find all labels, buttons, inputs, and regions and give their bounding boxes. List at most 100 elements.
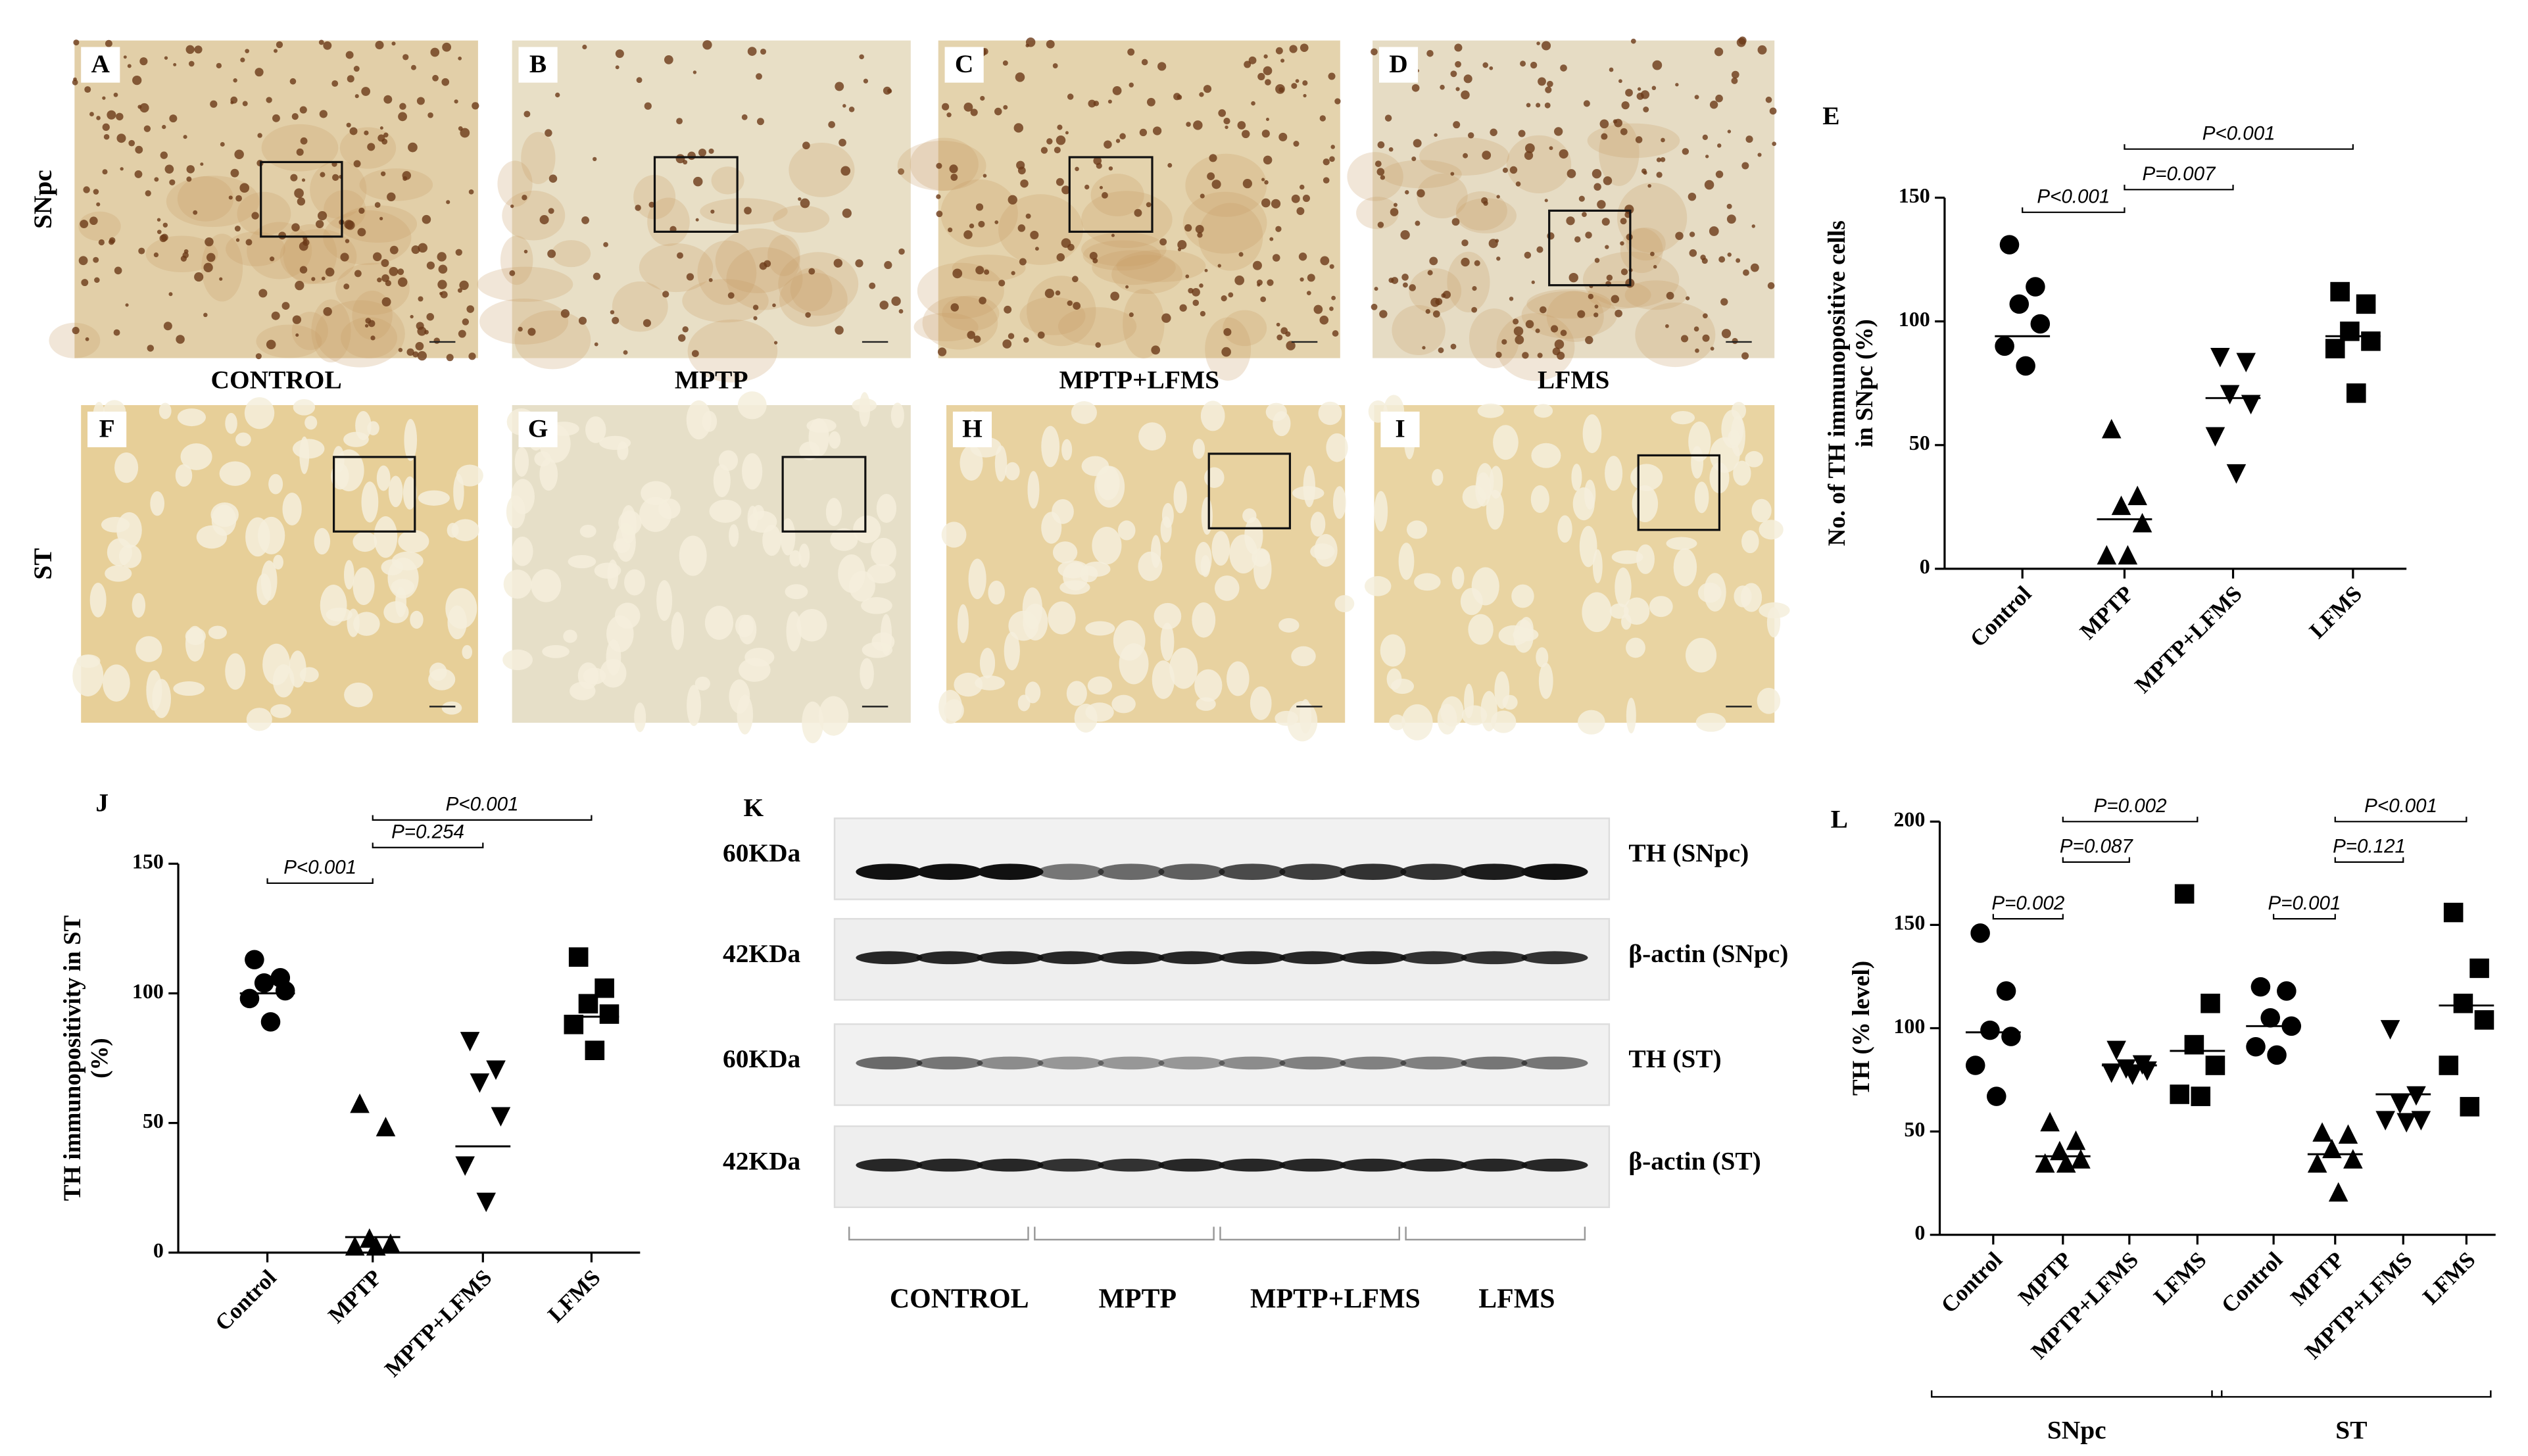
neuron (1438, 347, 1444, 353)
fiber-bundle (299, 436, 310, 474)
neuron (1705, 155, 1709, 158)
fiber-bundle (270, 704, 291, 718)
neuron (518, 326, 523, 332)
neuron (367, 143, 376, 151)
neuron (1115, 139, 1121, 143)
comparison-bracket (2124, 144, 2354, 150)
neuron (1265, 79, 1271, 85)
comparison-bracket (2334, 857, 2404, 863)
data-point (2205, 427, 2225, 447)
fiber-bundle (785, 584, 808, 600)
neuron (1056, 253, 1065, 262)
neuron (898, 308, 904, 314)
neuron (1680, 335, 1689, 343)
stain-region (726, 247, 803, 310)
fiber-bundle (1192, 439, 1205, 459)
neuron (683, 160, 688, 165)
neuron (1380, 175, 1386, 180)
neuron (1056, 178, 1064, 186)
neuron (548, 174, 558, 183)
neuron (1702, 134, 1708, 140)
neuron (1263, 54, 1268, 59)
neuron (1537, 352, 1543, 358)
neuron (299, 266, 308, 274)
fiber-bundle (718, 450, 739, 471)
fiber-bundle (738, 614, 757, 644)
data-point (2056, 1153, 2076, 1173)
fiber-bundle (428, 668, 456, 691)
fiber-bundle (1027, 471, 1040, 509)
neuron (245, 49, 249, 53)
data-point (2406, 1086, 2426, 1106)
fiber-bundle (506, 495, 525, 529)
p-value: P=0.001 (2268, 892, 2341, 914)
neuron (402, 54, 409, 61)
fiber-bundle (620, 505, 637, 544)
fiber-bundle (860, 658, 874, 690)
neuron (294, 188, 304, 199)
blot-band (1461, 951, 1528, 965)
fiber-bundle (1063, 562, 1088, 591)
data-point (2101, 1063, 2122, 1083)
neuron (983, 174, 987, 178)
fiber-bundle (1161, 502, 1174, 528)
fiber-bundle (729, 524, 739, 547)
neuron (1330, 145, 1335, 149)
neuron (379, 126, 383, 130)
fiber-bundle (352, 531, 377, 552)
neuron (1461, 239, 1469, 247)
fiber-bundle (180, 443, 212, 470)
neuron (430, 47, 440, 57)
comparison-bracket (266, 878, 374, 885)
neuron (1388, 147, 1394, 152)
data-point (1965, 1056, 1985, 1075)
neuron (426, 312, 435, 321)
neuron (235, 195, 242, 202)
stain-region (78, 211, 121, 241)
neuron (157, 230, 162, 234)
stain-region (913, 312, 979, 342)
fiber-bundle (747, 505, 758, 531)
neuron (1688, 192, 1697, 201)
data-point (568, 947, 589, 967)
blot-band (856, 951, 923, 965)
neuron (377, 278, 382, 283)
fiber-bundle (1414, 573, 1441, 591)
fiber-bundle (789, 550, 802, 567)
neuron (1702, 334, 1710, 342)
neuron (1065, 131, 1069, 135)
fiber-bundle (802, 701, 824, 744)
fiber-bundle (219, 461, 251, 486)
neuron (963, 230, 973, 239)
stain-region (1116, 249, 1206, 282)
neuron (446, 354, 454, 362)
band-size: 60KDa (723, 1044, 801, 1073)
neuron (162, 222, 168, 228)
neuron (1704, 180, 1714, 190)
neuron (1334, 98, 1341, 105)
stain-region (1521, 291, 1618, 339)
neuron (143, 125, 151, 132)
neuron (648, 201, 655, 208)
fiber-bundle (1494, 671, 1510, 709)
neuron (368, 320, 376, 328)
neuron (1052, 63, 1058, 68)
neuron (1167, 162, 1173, 168)
fiber-bundle (737, 391, 767, 420)
stain-region (952, 255, 1026, 281)
data-point (2453, 993, 2473, 1013)
fiber-bundle (1087, 676, 1113, 695)
neuron (120, 167, 124, 171)
fiber-bundle (539, 458, 558, 491)
p-value: P<0.001 (2202, 122, 2275, 144)
group-label: CONTROL (890, 1284, 1029, 1314)
neuron (1008, 333, 1015, 339)
neuron (381, 297, 391, 306)
neuron (1720, 298, 1728, 306)
neuron (1488, 239, 1498, 249)
y-axis-label: in SNpc (%) (1851, 319, 1878, 447)
data-point (2026, 277, 2045, 297)
neuron (1709, 101, 1718, 109)
fiber-bundle (196, 525, 228, 549)
panel-letter: H (962, 414, 983, 443)
